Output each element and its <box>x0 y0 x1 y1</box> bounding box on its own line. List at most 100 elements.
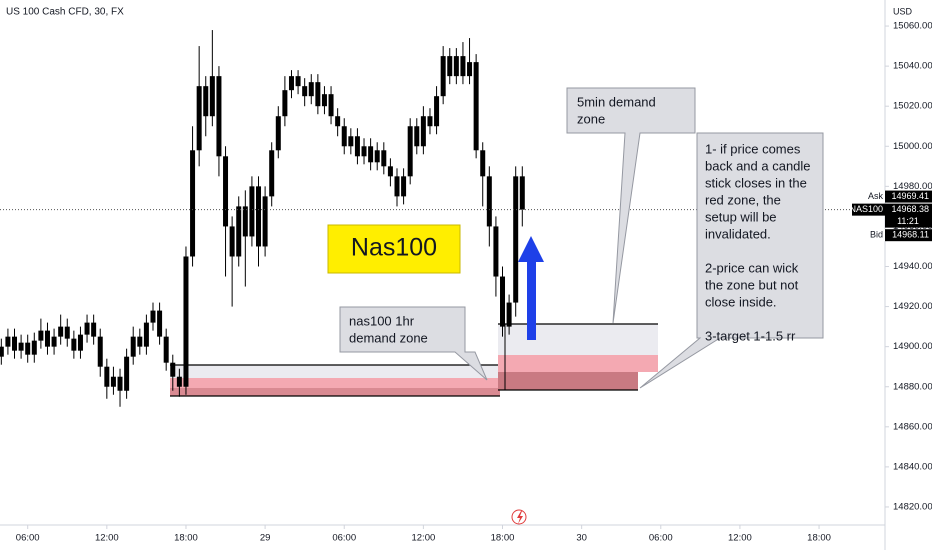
price-tag-name-bg <box>852 229 885 242</box>
callout-text: demand zone <box>349 330 428 345</box>
x-tick-label: 06:00 <box>649 533 673 544</box>
candle-body <box>25 342 31 355</box>
y-tick-label: 14920.00 <box>893 301 932 312</box>
candle-body <box>480 150 486 177</box>
y-tick-label: 15000.00 <box>893 141 932 152</box>
candle-body <box>341 126 347 147</box>
candle-body <box>71 338 77 351</box>
candle-body <box>44 330 50 347</box>
candle-body <box>84 322 90 335</box>
candle-body <box>414 126 420 147</box>
candle-body <box>216 76 222 157</box>
y-tick-label: 14940.00 <box>893 261 932 272</box>
note-line: the zone but not <box>705 277 799 292</box>
y-tick-label: 14840.00 <box>893 461 932 472</box>
price-tag <box>885 203 932 228</box>
label-box <box>327 224 461 274</box>
countdown: 11:21 <box>897 216 919 226</box>
candle-body <box>110 376 116 387</box>
candle-body <box>196 86 202 151</box>
candle-body <box>143 322 149 347</box>
candle-body <box>130 336 136 357</box>
currency: USD <box>893 6 913 16</box>
candle-body <box>368 146 374 163</box>
x-tick-label: 18:00 <box>174 533 198 544</box>
candle-body <box>31 340 37 355</box>
callouts: Nas100 nas100 1hr demand zone 5min deman… <box>327 87 824 389</box>
candle-body <box>242 206 248 237</box>
candle-body <box>104 366 110 387</box>
candle-body <box>262 196 268 247</box>
candle-body <box>170 362 176 377</box>
candle-body <box>64 326 70 339</box>
note-line: 3-target 1-1.5 rr <box>705 328 796 343</box>
y-tick-label: 14860.00 <box>893 421 932 432</box>
price-tag <box>885 229 932 242</box>
candle-body <box>381 150 387 167</box>
price-tag <box>885 190 932 203</box>
y-tick-label: 15020.00 <box>893 101 932 112</box>
price-tag-name: Bid <box>870 230 883 240</box>
candle-body <box>256 186 262 247</box>
callout-box <box>639 132 824 389</box>
callout-text: nas100 1hr <box>349 313 415 328</box>
candle-body <box>124 356 130 391</box>
candle-body <box>434 96 440 127</box>
candle-body <box>335 116 341 127</box>
candle-body <box>387 166 393 177</box>
label-text: Nas100 <box>351 234 437 262</box>
candle-body <box>500 276 506 327</box>
candle-body <box>374 150 380 163</box>
candle-body <box>361 146 367 157</box>
callout-box <box>339 306 488 381</box>
price-tag-name: Ask <box>868 191 884 201</box>
candle-body <box>288 76 294 91</box>
notes: 1- if price comes back and a candle stick … <box>705 141 811 343</box>
candle-body <box>0 346 4 357</box>
x-tick-label: 18:00 <box>807 533 831 544</box>
callout-box <box>566 87 696 324</box>
zone-red <box>170 378 500 388</box>
x-tick-label: 12:00 <box>411 533 435 544</box>
candle-body <box>427 116 433 127</box>
candle-body <box>420 116 426 147</box>
candle-body <box>190 150 196 257</box>
y-tick-label: 15060.00 <box>893 21 932 32</box>
candle-body <box>328 94 334 117</box>
note-line: invalidated. <box>705 226 771 241</box>
candle-body <box>209 76 215 117</box>
candle-body <box>486 176 492 227</box>
callout-text: zone <box>577 111 605 126</box>
candle-body <box>236 206 242 257</box>
zone-red-dark <box>498 372 638 390</box>
callout-text: 5min demand <box>577 94 656 109</box>
candle-body <box>282 90 288 117</box>
note-line: close inside. <box>705 294 777 309</box>
note-line: 1- if price comes <box>705 141 801 156</box>
price-tag-value: 14968.38 <box>891 204 929 214</box>
price-axis <box>885 0 932 550</box>
axes: 15060.00 15040.00 15020.00 15000.00 14980.00… <box>16 21 932 544</box>
zones <box>170 323 658 397</box>
y-tick-label: 14980.00 <box>893 181 932 192</box>
event-icon <box>517 511 523 524</box>
candle-body <box>77 334 83 351</box>
candle-body <box>493 226 499 277</box>
zone-buffer <box>498 324 658 355</box>
y-tick-label: 14820.00 <box>893 501 932 512</box>
price-tag-name-bg <box>852 190 885 203</box>
price-tag-value: 14968.11 <box>892 230 929 240</box>
candle-body <box>506 302 512 327</box>
price-tag-value: 14969.41 <box>891 191 929 201</box>
candle-body <box>5 336 11 347</box>
candle-body <box>447 56 453 77</box>
zone-red-dark <box>170 388 500 396</box>
candle-body <box>394 176 400 197</box>
note-line: 2-price can wick <box>705 260 799 275</box>
y-tick-label: 14900.00 <box>893 341 932 352</box>
zone-red <box>498 355 658 372</box>
candle-body <box>513 176 519 303</box>
candle-body <box>223 156 229 227</box>
candle-body <box>354 136 360 157</box>
